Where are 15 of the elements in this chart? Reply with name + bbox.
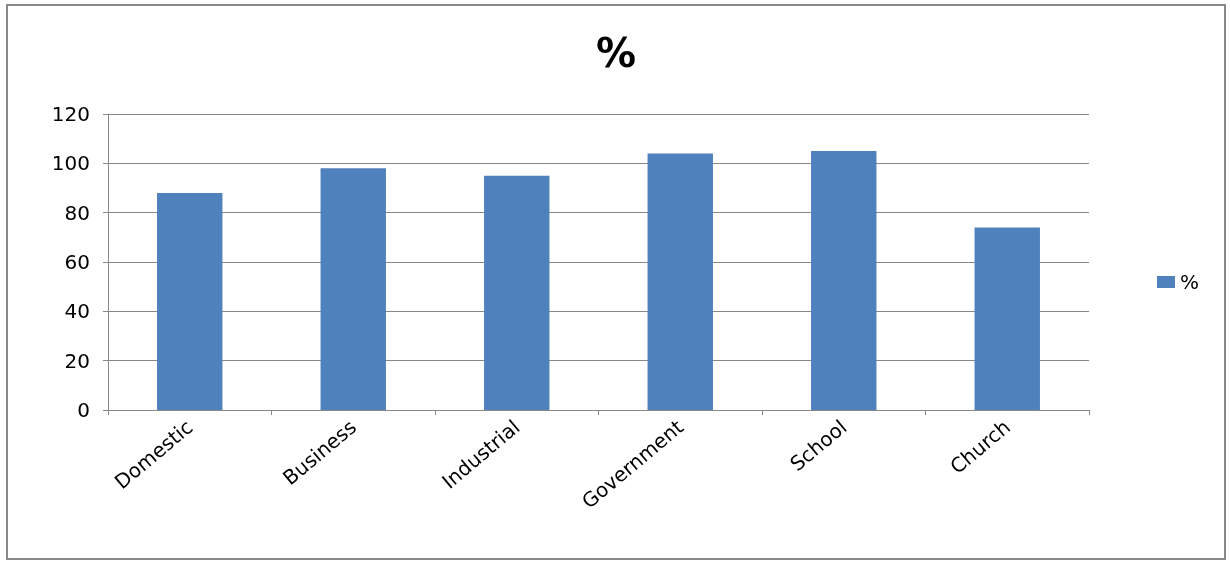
bar [157,192,223,410]
y-tick-label: 40 [64,299,90,324]
bar [811,151,877,410]
bar [974,227,1040,410]
bar [484,175,550,410]
y-tick-label: 60 [64,250,90,274]
y-tick-label: 20 [64,348,90,373]
y-tick-label: 0 [77,398,90,422]
bar [647,153,713,410]
y-tick-label: 80 [64,200,90,225]
y-tick-label: 100 [51,151,90,176]
legend-label: % [1180,270,1200,294]
y-tick-label: 120 [51,102,90,126]
chart-title: % [595,30,637,76]
bar [320,168,386,410]
